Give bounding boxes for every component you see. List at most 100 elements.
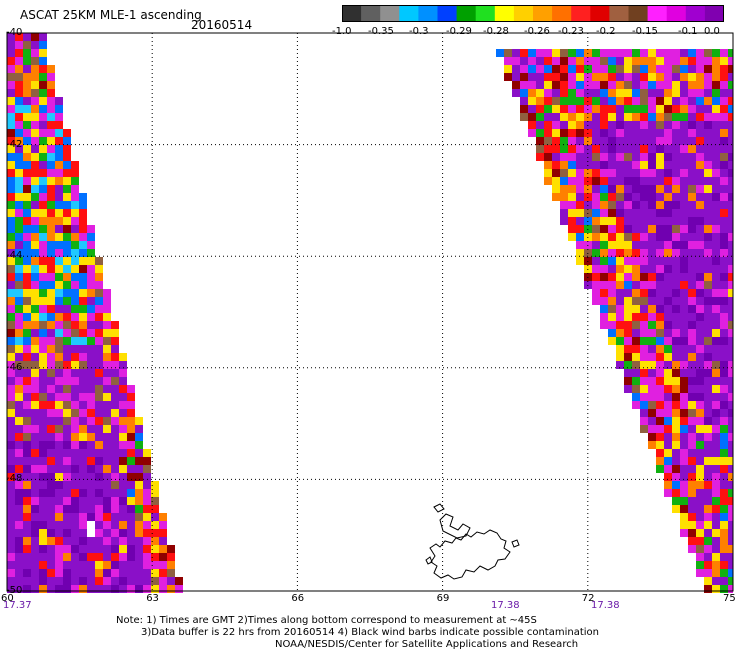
swath-cell bbox=[15, 225, 23, 233]
swath-cell bbox=[31, 537, 39, 545]
swath-cell bbox=[728, 265, 733, 273]
swath-cell bbox=[568, 201, 576, 209]
swath-cell bbox=[79, 321, 87, 329]
swath-cell bbox=[704, 57, 712, 65]
swath-cell bbox=[47, 465, 55, 473]
swath-cell bbox=[87, 521, 95, 529]
swath-cell bbox=[656, 65, 664, 73]
swath-cell bbox=[600, 257, 608, 265]
swath-cell bbox=[55, 201, 63, 209]
swath-cell bbox=[680, 329, 688, 337]
swath-cell bbox=[103, 329, 111, 337]
swath-cell bbox=[39, 89, 47, 97]
swath-cell bbox=[31, 129, 39, 137]
swath-cell bbox=[704, 361, 712, 369]
swath-cell bbox=[688, 73, 696, 81]
colorbar-swatch bbox=[609, 5, 629, 22]
swath-cell bbox=[15, 113, 23, 121]
swath-cell bbox=[23, 153, 31, 161]
swath-cell bbox=[664, 49, 672, 57]
swath-cell bbox=[71, 401, 79, 409]
swath-cell bbox=[648, 401, 656, 409]
swath-cell bbox=[71, 521, 79, 529]
swath-cell bbox=[696, 105, 704, 113]
swath-cell bbox=[544, 177, 552, 185]
swath-cell bbox=[608, 329, 616, 337]
swath-cell bbox=[688, 209, 696, 217]
colorbar-swatch bbox=[533, 5, 553, 22]
swath-cell bbox=[71, 497, 79, 505]
swath-cell bbox=[680, 417, 688, 425]
swath-cell bbox=[672, 329, 680, 337]
swath-cell bbox=[680, 401, 688, 409]
swath-cell bbox=[528, 49, 536, 57]
swath-cell bbox=[63, 513, 71, 521]
swath-cell bbox=[608, 281, 616, 289]
swath-cell bbox=[728, 361, 733, 369]
swath-cell bbox=[608, 289, 616, 297]
swath-cell bbox=[71, 193, 79, 201]
swath-cell bbox=[712, 105, 720, 113]
swath-cell bbox=[63, 177, 71, 185]
swath-cell bbox=[7, 401, 15, 409]
swath-cell bbox=[71, 361, 79, 369]
swath-cell bbox=[568, 185, 576, 193]
swath-cell bbox=[672, 225, 680, 233]
swath-cell bbox=[71, 321, 79, 329]
swath-cell bbox=[640, 313, 648, 321]
swath-cell bbox=[79, 449, 87, 457]
swath-cell bbox=[712, 345, 720, 353]
swath-cell bbox=[696, 137, 704, 145]
swath-cell bbox=[720, 585, 728, 593]
swath-cell bbox=[151, 545, 159, 553]
swath-cell bbox=[47, 137, 55, 145]
swath-cell bbox=[632, 73, 640, 81]
swath-cell bbox=[696, 145, 704, 153]
swath-cell bbox=[55, 113, 63, 121]
swath-cell bbox=[664, 65, 672, 73]
swath-cell bbox=[568, 169, 576, 177]
swath-cell bbox=[536, 137, 544, 145]
swath-cell bbox=[119, 457, 127, 465]
swath-cell bbox=[632, 145, 640, 153]
swath-cell bbox=[47, 577, 55, 585]
swath-cell bbox=[39, 65, 47, 73]
swath-cell bbox=[672, 353, 680, 361]
swath-cell bbox=[151, 489, 159, 497]
swath-cell bbox=[87, 233, 95, 241]
swath-cell bbox=[592, 169, 600, 177]
swath-cell bbox=[672, 449, 680, 457]
swath-cell bbox=[648, 57, 656, 65]
product-date: 20160514 bbox=[191, 18, 253, 32]
swath-cell bbox=[568, 97, 576, 105]
swath-cell bbox=[560, 137, 568, 145]
swath-cell bbox=[39, 337, 47, 345]
swath-cell bbox=[79, 425, 87, 433]
swath-cell bbox=[640, 305, 648, 313]
swath-cell bbox=[103, 481, 111, 489]
swath-cell bbox=[696, 337, 704, 345]
swath-cell bbox=[87, 473, 95, 481]
swath-cell bbox=[664, 137, 672, 145]
swath-cell bbox=[720, 49, 728, 57]
swath-cell bbox=[672, 265, 680, 273]
swath-cell bbox=[592, 265, 600, 273]
product-title: ASCAT 25KM MLE-1 ascending bbox=[20, 8, 202, 22]
swath-cell bbox=[520, 57, 528, 65]
swath-cell bbox=[648, 145, 656, 153]
swath-cell bbox=[632, 193, 640, 201]
swath-cell bbox=[95, 417, 103, 425]
swath-cell bbox=[640, 97, 648, 105]
swath-cell bbox=[39, 121, 47, 129]
swath-cell bbox=[696, 457, 704, 465]
swath-cell bbox=[87, 545, 95, 553]
swath-cell bbox=[648, 281, 656, 289]
swath-cell bbox=[47, 529, 55, 537]
swath-cell bbox=[63, 521, 71, 529]
swath-cell bbox=[632, 273, 640, 281]
swath-cell bbox=[720, 369, 728, 377]
swath-cell bbox=[39, 537, 47, 545]
swath-cell bbox=[720, 441, 728, 449]
swath-cell bbox=[159, 521, 167, 529]
swath-cell bbox=[23, 481, 31, 489]
